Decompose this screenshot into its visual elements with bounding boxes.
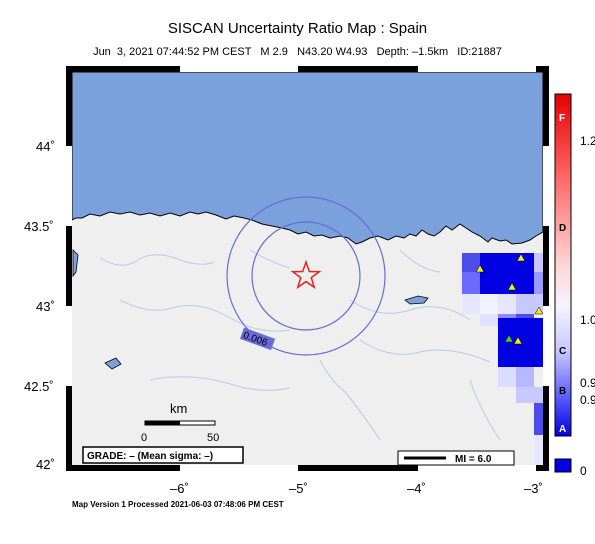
grade-b: B — [559, 386, 566, 397]
grade-box: GRADE: – (Mean sigma: –) — [82, 446, 244, 464]
event-info: Jun 3, 2021 07:44:52 PM CEST M 2.9 N43.2… — [93, 46, 502, 58]
grade-c: C — [559, 346, 566, 357]
scale-value: 1.0 — [580, 313, 595, 327]
color-scale: F D C B A 1.2 1.0 0.9 0.9 0 — [554, 93, 595, 478]
lat-ticks: 44˚ 43.5˚ 43˚ 42.5˚ 42˚ — [24, 139, 55, 472]
rivers — [99, 249, 501, 441]
lon-ticks: –6˚ –5˚ –4˚ –3˚ — [170, 481, 543, 496]
scale-value: 0.9 — [580, 376, 595, 390]
mi-legend: MI = 6.0 — [397, 450, 515, 466]
station-triangle-icon — [475, 264, 485, 273]
uncertainty-cells — [462, 253, 543, 465]
svg-text:42.5˚: 42.5˚ — [24, 379, 54, 394]
svg-text:43˚: 43˚ — [36, 299, 55, 314]
lake — [404, 295, 429, 305]
scale-value: 1.2 — [580, 134, 595, 148]
svg-text:km: km — [170, 401, 187, 416]
lake — [72, 249, 79, 278]
svg-text:GRADE: – (Mean sigma: –): GRADE: – (Mean sigma: –) — [87, 451, 213, 462]
svg-text:42˚: 42˚ — [36, 457, 55, 472]
grade-a: A — [559, 424, 566, 435]
station-triangle-icon — [516, 253, 526, 262]
station-triangle-icon — [504, 334, 514, 343]
svg-text:–4˚: –4˚ — [407, 481, 426, 496]
epicenter-star-icon — [290, 259, 322, 290]
map-title: SISCAN Uncertainty Ratio Map : Spain — [167, 20, 428, 37]
svg-text:–3˚: –3˚ — [524, 481, 543, 496]
uncertainty-contours — [226, 196, 386, 356]
scale-value: 0 — [580, 464, 587, 478]
ocean-area — [72, 72, 543, 245]
stations — [475, 253, 543, 345]
grade-d: D — [559, 223, 566, 234]
processing-footer: Map Version 1 Processed 2021-06-03 07:48… — [72, 500, 284, 509]
grade-f: F — [559, 113, 565, 124]
scale-value: 0.9 — [580, 393, 595, 407]
svg-text:43.5˚: 43.5˚ — [24, 219, 54, 234]
station-triangle-icon — [507, 282, 517, 291]
svg-text:–5˚: –5˚ — [289, 481, 308, 496]
svg-text:MI = 6.0: MI = 6.0 — [455, 454, 492, 465]
svg-text:0: 0 — [141, 432, 147, 444]
scale-bar: km 0 50 — [141, 401, 219, 444]
lake — [104, 357, 122, 370]
station-triangle-icon — [513, 336, 523, 345]
svg-text:–6˚: –6˚ — [170, 481, 189, 496]
svg-text:50: 50 — [207, 432, 219, 444]
station-triangle-icon — [534, 306, 543, 315]
svg-text:44˚: 44˚ — [36, 139, 55, 154]
